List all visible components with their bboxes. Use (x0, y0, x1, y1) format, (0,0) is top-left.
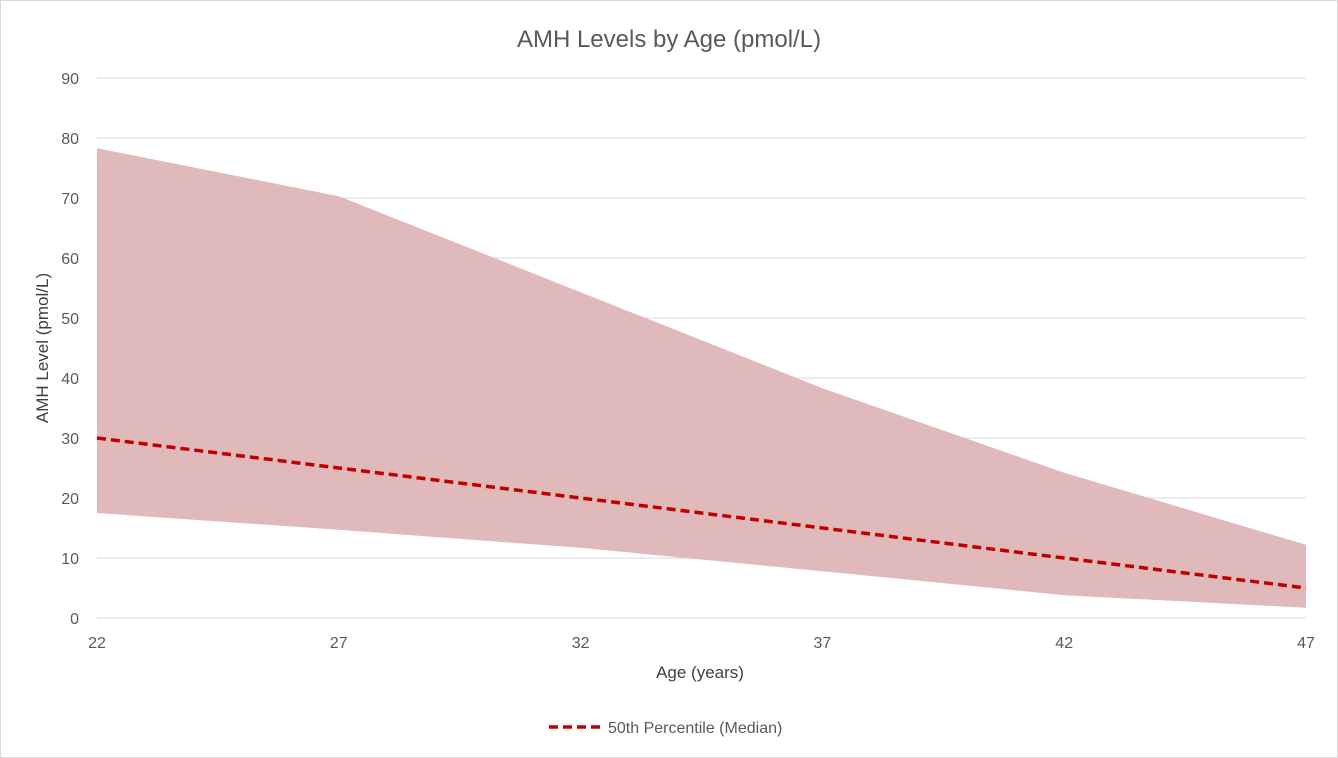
x-tick-label: 27 (330, 635, 348, 652)
median-line-layer (96, 436, 1307, 590)
y-tick-label: 0 (70, 611, 79, 628)
x-axis-title: Age (years) (656, 663, 744, 682)
y-tick-label: 90 (61, 71, 79, 88)
y-axis-title: AMH Level (pmol/L) (33, 273, 52, 423)
y-tick-label: 50 (61, 311, 79, 328)
y-tick-label: 60 (61, 251, 79, 268)
x-tick-label: 47 (1297, 635, 1315, 652)
y-tick-label: 70 (61, 191, 79, 208)
chart-title: AMH Levels by Age (pmol/L) (517, 26, 821, 53)
x-tick-label: 22 (88, 635, 106, 652)
y-tick-label: 80 (61, 131, 79, 148)
y-tick-label: 20 (61, 491, 79, 508)
x-tick-labels: 22 27 32 37 42 47 (88, 635, 1315, 652)
legend: 50th Percentile (Median) (549, 720, 782, 737)
x-tick-label: 32 (572, 635, 590, 652)
percentile-band (97, 148, 1306, 608)
y-tick-label: 40 (61, 371, 79, 388)
y-tick-label: 10 (61, 551, 79, 568)
median-line (96, 436, 1307, 590)
y-tick-labels: 0 10 20 30 40 50 60 70 80 90 (61, 71, 79, 628)
y-tick-label: 30 (61, 431, 79, 448)
x-tick-label: 42 (1055, 635, 1073, 652)
x-tick-label: 37 (814, 635, 832, 652)
percentile-band-area (97, 148, 1306, 608)
legend-median-label: 50th Percentile (Median) (608, 720, 782, 737)
